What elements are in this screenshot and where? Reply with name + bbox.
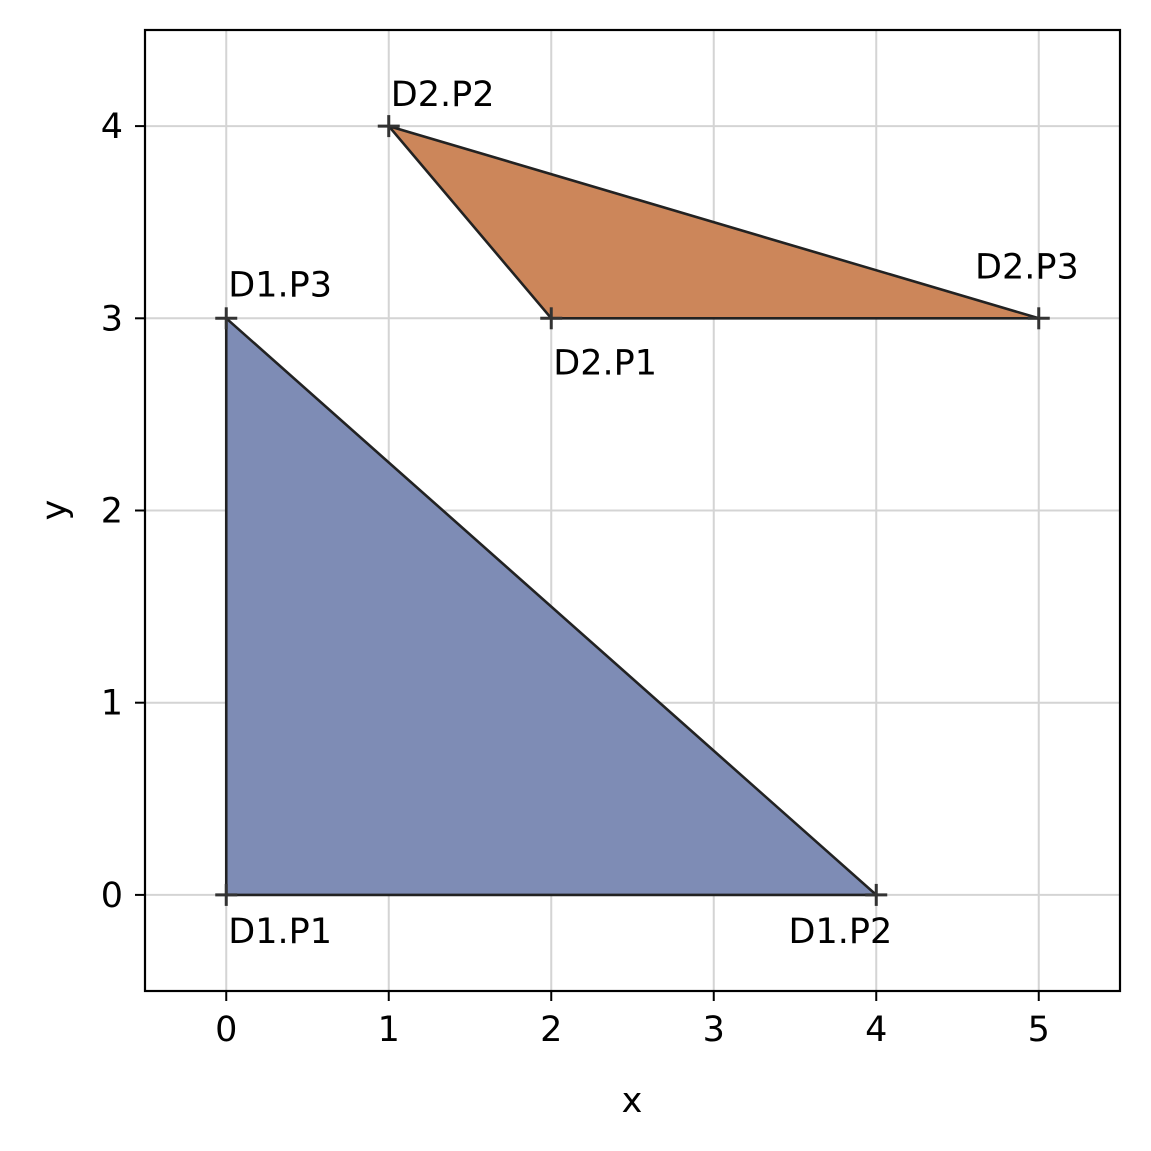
triangles	[224, 124, 1041, 897]
x-tick-label: 5	[1028, 1010, 1050, 1050]
point-markers	[215, 115, 1050, 906]
point-marker	[865, 883, 888, 906]
point-marker	[377, 115, 400, 138]
y-axis-label: y	[35, 500, 75, 521]
x-axis-label: x	[622, 1081, 643, 1121]
x-tick-label: 4	[865, 1010, 887, 1050]
y-tick-label: 2	[101, 492, 123, 532]
point-label: D1.P3	[228, 265, 332, 305]
point-marker	[1027, 307, 1050, 330]
point-marker	[540, 307, 563, 330]
x-tick-label: 3	[703, 1010, 725, 1050]
point-marker	[215, 307, 238, 330]
y-tick-label: 0	[101, 876, 123, 916]
point-label: D1.P1	[228, 912, 332, 952]
point-label: D2.P3	[975, 247, 1079, 287]
triangle-d1	[224, 316, 878, 897]
point-label: D1.P2	[789, 912, 893, 952]
point-labels: D1.P1 D1.P2 D1.P3 D2.P1 D2.P2 D2.P3	[228, 75, 1079, 952]
y-tick-label: 3	[101, 299, 123, 339]
x-tick-label: 2	[540, 1010, 562, 1050]
point-label: D2.P2	[391, 75, 495, 115]
y-tick-label: 4	[101, 107, 123, 147]
y-tick-label: 1	[101, 684, 123, 724]
x-tick-label: 0	[215, 1010, 237, 1050]
x-tick-label: 1	[378, 1010, 400, 1050]
point-label: D2.P1	[553, 343, 657, 383]
ticks: 0 1 2 3 4 5 0 1 2 3 4	[101, 107, 1050, 1050]
triangle-d2	[387, 124, 1041, 320]
point-marker	[215, 883, 238, 906]
